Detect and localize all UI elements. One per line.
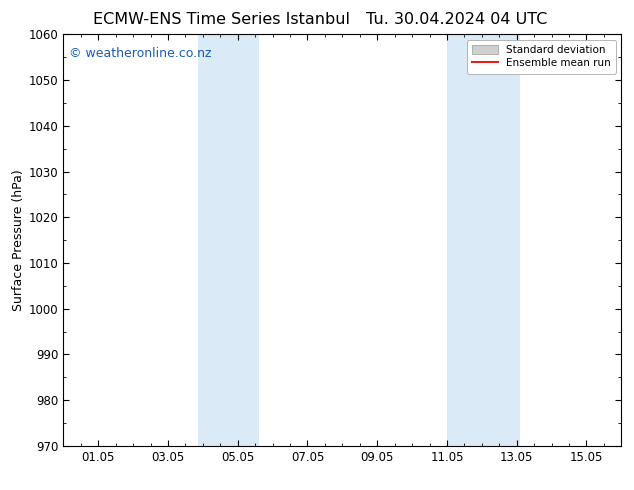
Text: ECMW-ENS Time Series Istanbul: ECMW-ENS Time Series Istanbul xyxy=(93,12,351,27)
Y-axis label: Surface Pressure (hPa): Surface Pressure (hPa) xyxy=(11,169,25,311)
Text: © weatheronline.co.nz: © weatheronline.co.nz xyxy=(69,47,212,60)
Bar xyxy=(447,34,520,446)
Text: Tu. 30.04.2024 04 UTC: Tu. 30.04.2024 04 UTC xyxy=(366,12,547,27)
Legend: Standard deviation, Ensemble mean run: Standard deviation, Ensemble mean run xyxy=(467,40,616,74)
Bar xyxy=(198,34,259,446)
